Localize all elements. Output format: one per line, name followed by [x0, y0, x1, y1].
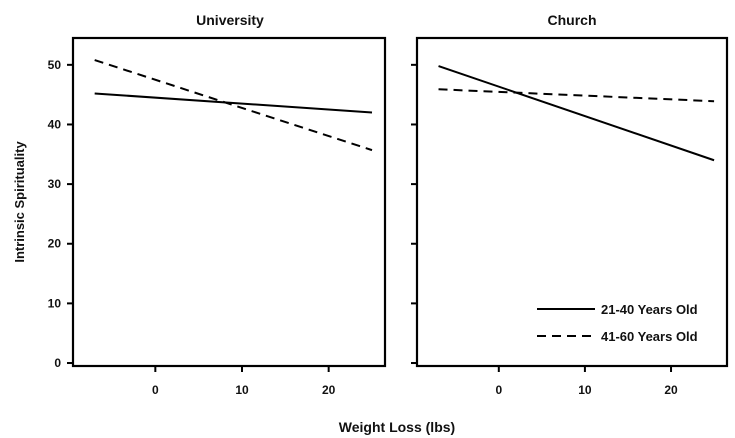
y-tick-label: 0	[54, 356, 61, 370]
legend-label: 21-40 Years Old	[601, 302, 698, 317]
legend-label: 41-60 Years Old	[601, 329, 698, 344]
y-axis-label: Intrinsic Spirituality	[12, 141, 27, 263]
panel-frame	[71, 36, 387, 368]
y-tick-label: 10	[48, 296, 62, 310]
series-line-21-40	[438, 65, 715, 162]
panel-1: Church 0 10 20	[411, 12, 729, 397]
y-tick-label: 50	[48, 58, 62, 72]
series-line-41-60	[94, 59, 373, 152]
y-tick-label: 40	[48, 117, 62, 131]
legend: 21-40 Years Old 41-60 Years Old	[537, 302, 698, 344]
x-tick-label: 0	[495, 383, 502, 397]
y-tick-label: 30	[48, 177, 62, 191]
x-tick-label: 20	[664, 383, 678, 397]
x-axis-label: Weight Loss (lbs)	[339, 419, 455, 435]
panel-frame	[415, 36, 729, 368]
panel-title: University	[196, 12, 264, 28]
y-tick-label: 20	[48, 237, 62, 251]
x-tick-label: 20	[322, 383, 336, 397]
series-line-41-60	[438, 88, 715, 103]
series-line-21-40	[94, 92, 373, 114]
panel-0: University 0 10 20 0 10 20 30 40 50	[48, 12, 387, 397]
panel-title: Church	[548, 12, 597, 28]
x-tick-label: 10	[578, 383, 592, 397]
x-tick-label: 0	[152, 383, 159, 397]
x-tick-label: 10	[235, 383, 249, 397]
